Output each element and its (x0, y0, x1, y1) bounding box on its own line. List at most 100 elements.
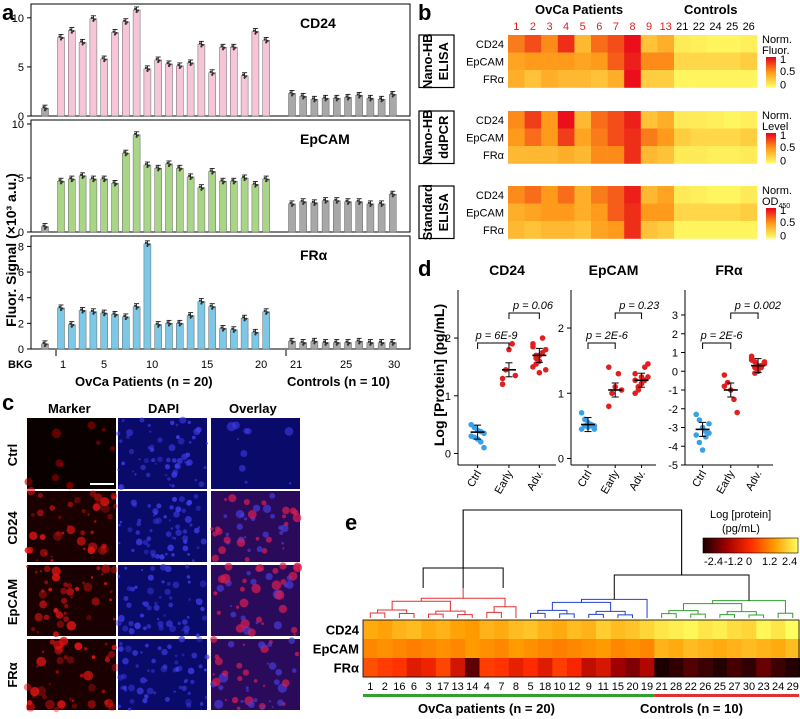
a-cd24-dot (337, 97, 340, 100)
c-texture (100, 503, 110, 513)
c-texture (250, 578, 257, 586)
c-texture (168, 602, 174, 608)
a-epcam-dot (103, 179, 106, 183)
c-texture (185, 452, 191, 458)
c-texture (227, 640, 235, 648)
a-epcam-dot (80, 173, 83, 176)
a-cd24-dot (311, 97, 314, 100)
b-cell (557, 52, 575, 71)
b-cell (740, 35, 758, 53)
c-texture (53, 640, 63, 650)
b-legend-title1: Norm. (762, 110, 792, 122)
a-fra-dot (346, 343, 350, 346)
b-cell (591, 35, 608, 53)
a-fra-dot (370, 341, 373, 345)
b-cell (674, 221, 691, 239)
c-texture (231, 696, 239, 704)
e-cell (435, 639, 451, 659)
c-texture (171, 553, 175, 557)
d-cd24-ytick-label: 1 (445, 391, 451, 403)
c-texture (117, 674, 124, 681)
c-texture (57, 515, 62, 520)
d-cd24-bracket-low (477, 342, 510, 349)
c-texture (252, 504, 261, 512)
a-epcam-dot (356, 199, 359, 202)
e-cell (712, 658, 728, 678)
a-epcam-bar (154, 168, 162, 233)
c-texture (51, 474, 59, 482)
c-texture (255, 621, 259, 625)
c-texture (186, 615, 190, 619)
a-epcam-dot (93, 178, 96, 181)
a-cd24-dot (147, 68, 150, 71)
e-col-label: 10 (554, 681, 566, 693)
e-cell (566, 620, 582, 640)
c-texture (142, 698, 148, 704)
c-texture (151, 458, 156, 463)
c-texture (246, 689, 249, 692)
a-epcam-dot (101, 176, 104, 180)
a-cd24-dot (391, 95, 394, 98)
c-texture (82, 581, 86, 585)
c-texture (197, 526, 201, 529)
c-texture (111, 495, 117, 501)
b-cell (707, 186, 725, 204)
a-fra-bar (89, 311, 98, 350)
a-fra-dot (335, 343, 338, 346)
c-texture (290, 626, 298, 634)
c-texture (163, 614, 167, 617)
b-col-label: 9 (646, 21, 652, 33)
a-fra-dot (83, 309, 86, 313)
a-cd24-dot (324, 99, 327, 102)
b-cell (508, 128, 525, 147)
e-cell (406, 620, 422, 640)
b-cell (508, 186, 525, 204)
c-texture (282, 547, 285, 550)
a-epcam-dot (234, 180, 237, 183)
a-cd24-dot (200, 45, 203, 48)
c-texture (293, 633, 296, 636)
c-texture (142, 601, 146, 605)
a-cd24-dot (390, 92, 393, 95)
c-texture (146, 605, 152, 611)
panel-label-d: d (418, 256, 431, 281)
b-cell (624, 186, 642, 204)
c-texture (126, 602, 132, 608)
e-cell (712, 620, 728, 640)
c-texture (76, 536, 86, 546)
a-cd24-dot (167, 64, 171, 68)
c-texture (63, 582, 68, 587)
a-epcam-bar (68, 178, 76, 233)
c-texture (93, 501, 102, 510)
c-texture (155, 517, 162, 524)
c-texture (256, 564, 264, 572)
c-texture (255, 536, 260, 541)
b-cell (607, 35, 625, 53)
c-texture (198, 481, 205, 488)
d-epcam-point (591, 426, 598, 432)
b-cell (690, 128, 708, 147)
c-texture (71, 699, 75, 703)
b-cell (557, 128, 575, 147)
c-texture (175, 506, 182, 513)
d-epcam-point (632, 370, 638, 377)
b-cell (657, 128, 675, 147)
b-cell (591, 203, 608, 222)
a-epcam-dot (369, 204, 372, 208)
a-epcam-ytick-label: 10 (12, 119, 24, 131)
c-texture (169, 596, 173, 600)
c-texture (191, 435, 196, 440)
c-texture (190, 679, 195, 685)
c-texture (244, 517, 248, 521)
c-texture (184, 516, 192, 524)
c-texture (170, 527, 173, 530)
a-epcam-dot (245, 177, 248, 180)
d-cd24-point (499, 375, 506, 382)
a-cd24-bar (165, 63, 173, 117)
b-cell (657, 221, 675, 239)
a-cd24-dot (43, 109, 47, 112)
a-epcam-dot (157, 169, 160, 172)
c-texture (42, 694, 47, 700)
c-texture (153, 511, 158, 516)
c-texture (86, 614, 92, 621)
